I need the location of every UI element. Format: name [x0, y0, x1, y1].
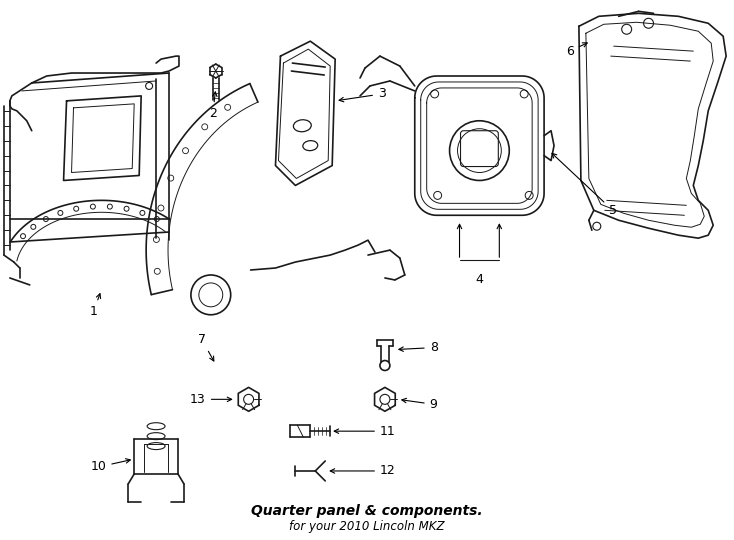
Text: 2: 2 — [209, 92, 217, 120]
Text: 9: 9 — [401, 398, 437, 411]
Text: Quarter panel & components.: Quarter panel & components. — [251, 504, 483, 518]
Text: 4: 4 — [476, 273, 484, 286]
Text: 13: 13 — [190, 393, 232, 406]
Text: for your 2010 Lincoln MKZ: for your 2010 Lincoln MKZ — [289, 520, 445, 533]
Text: 12: 12 — [330, 464, 396, 477]
Text: 5: 5 — [552, 153, 617, 217]
Text: 11: 11 — [334, 424, 396, 437]
Text: 8: 8 — [399, 341, 437, 354]
Text: 10: 10 — [90, 458, 130, 474]
Text: 7: 7 — [198, 333, 214, 361]
Text: 6: 6 — [566, 43, 587, 58]
Text: 3: 3 — [339, 87, 386, 102]
Text: 1: 1 — [90, 294, 101, 318]
